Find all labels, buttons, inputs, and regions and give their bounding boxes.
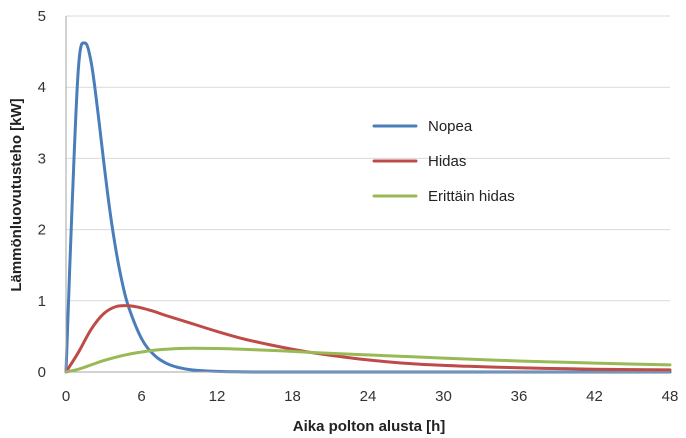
series-lines	[64, 41, 672, 374]
x-tick-label: 42	[586, 388, 603, 405]
x-axis-title: Aika polton alusta [h]	[293, 418, 446, 435]
x-tick-label: 18	[284, 388, 301, 405]
y-tick-label: 3	[38, 150, 46, 167]
x-tick-labels: 0 6 12 18 24 30 36 42 48	[62, 388, 679, 405]
y-axis-title: Lämmönluovutusteho [kW]	[8, 98, 25, 291]
x-tick-label: 12	[209, 388, 226, 405]
y-tick-label: 4	[38, 79, 46, 96]
legend: Nopea Hidas Erittäin hidas	[372, 118, 515, 205]
series-line-0	[64, 41, 672, 374]
x-tick-label: 36	[511, 388, 528, 405]
x-tick-label: 30	[435, 388, 452, 405]
gridlines	[66, 15, 670, 302]
x-tick-label: 6	[137, 388, 145, 405]
y-tick-label: 5	[38, 8, 46, 25]
y-tick-label: 2	[38, 222, 46, 239]
x-tick-label: 0	[62, 388, 70, 405]
legend-label: Erittäin hidas	[428, 188, 515, 205]
x-tick-label: 24	[360, 388, 377, 405]
y-tick-labels: 0 1 2 3 4 5	[38, 8, 46, 381]
x-tick-label: 48	[662, 388, 679, 405]
y-tick-label: 0	[38, 364, 46, 381]
axes	[65, 16, 670, 373]
series-line-1	[64, 304, 672, 374]
series-line-2	[64, 346, 672, 374]
legend-label: Nopea	[428, 118, 473, 135]
y-tick-label: 1	[38, 293, 46, 310]
legend-label: Hidas	[428, 153, 466, 170]
